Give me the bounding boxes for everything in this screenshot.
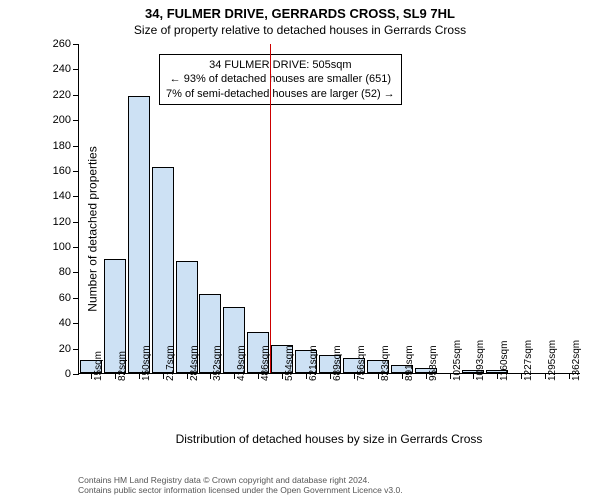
- y-tick: [73, 196, 79, 197]
- y-tick-label: 140: [53, 190, 71, 202]
- title-main: 34, FULMER DRIVE, GERRARDS CROSS, SL9 7H…: [0, 6, 600, 21]
- y-tick-label: 100: [53, 241, 71, 253]
- y-tick: [73, 222, 79, 223]
- y-tick: [73, 44, 79, 45]
- x-tick-label: 1295sqm: [547, 340, 558, 381]
- y-tick-label: 160: [53, 165, 71, 177]
- y-tick: [73, 374, 79, 375]
- x-tick-label: 419sqm: [236, 345, 247, 381]
- y-tick: [73, 146, 79, 147]
- x-tick-label: 217sqm: [165, 345, 176, 381]
- y-tick: [73, 171, 79, 172]
- x-tick-label: 823sqm: [380, 345, 391, 381]
- y-tick-label: 240: [53, 63, 71, 75]
- title-sub: Size of property relative to detached ho…: [0, 23, 600, 37]
- x-tick-label: 15sqm: [93, 351, 104, 381]
- attribution-line2: Contains public sector information licen…: [78, 485, 403, 496]
- attribution-line1: Contains HM Land Registry data © Crown c…: [78, 475, 403, 486]
- x-tick-label: 689sqm: [332, 345, 343, 381]
- y-tick-label: 120: [53, 216, 71, 228]
- chart-container: Number of detached properties 34 FULMER …: [50, 44, 580, 414]
- x-tick-label: 1025sqm: [452, 340, 463, 381]
- x-tick: [569, 373, 570, 379]
- x-tick: [163, 373, 164, 379]
- x-axis-label: Distribution of detached houses by size …: [176, 432, 483, 434]
- x-tick-label: 1160sqm: [499, 341, 510, 381]
- x-tick-label: 1093sqm: [475, 340, 486, 381]
- annotation-box: 34 FULMER DRIVE: 505sqm ← 93% of detache…: [159, 54, 402, 105]
- y-tick: [73, 298, 79, 299]
- x-tick: [378, 373, 379, 379]
- y-tick: [73, 349, 79, 350]
- x-tick: [402, 373, 403, 379]
- x-tick: [306, 373, 307, 379]
- x-tick-label: 1227sqm: [523, 340, 534, 381]
- x-tick: [450, 373, 451, 379]
- x-tick: [426, 373, 427, 379]
- y-tick: [73, 272, 79, 273]
- x-tick: [545, 373, 546, 379]
- plot-area: 34 FULMER DRIVE: 505sqm ← 93% of detache…: [78, 44, 580, 374]
- y-tick: [73, 120, 79, 121]
- x-tick: [139, 373, 140, 379]
- y-tick-label: 260: [53, 38, 71, 50]
- y-tick-label: 200: [53, 114, 71, 126]
- x-tick-label: 284sqm: [189, 345, 200, 381]
- y-tick-label: 0: [65, 368, 71, 380]
- histogram-bar: [152, 167, 174, 373]
- y-tick-label: 80: [59, 266, 71, 278]
- y-tick-label: 60: [59, 292, 71, 304]
- annotation-line3: 7% of semi-detached houses are larger (5…: [166, 87, 395, 101]
- x-tick-label: 554sqm: [284, 345, 295, 381]
- annotation-line2: ← 93% of detached houses are smaller (65…: [166, 72, 395, 86]
- x-tick: [330, 373, 331, 379]
- x-tick-label: 150sqm: [141, 345, 152, 381]
- title-block: 34, FULMER DRIVE, GERRARDS CROSS, SL9 7H…: [0, 0, 600, 37]
- y-tick-label: 20: [59, 343, 71, 355]
- y-tick-label: 40: [59, 317, 71, 329]
- x-tick: [115, 373, 116, 379]
- annotation-line1: 34 FULMER DRIVE: 505sqm: [166, 58, 395, 72]
- marker-line: [270, 44, 271, 373]
- x-tick-label: 756sqm: [356, 345, 367, 381]
- x-tick-label: 958sqm: [428, 345, 439, 381]
- x-tick-label: 1362sqm: [571, 340, 582, 381]
- x-tick-label: 891sqm: [404, 345, 415, 381]
- y-tick: [73, 323, 79, 324]
- y-tick: [73, 247, 79, 248]
- x-tick: [91, 373, 92, 379]
- histogram-bar: [128, 96, 150, 373]
- attribution: Contains HM Land Registry data © Crown c…: [78, 475, 403, 496]
- x-tick-label: 82sqm: [117, 351, 128, 381]
- x-tick-label: 621sqm: [308, 345, 319, 381]
- y-tick: [73, 69, 79, 70]
- x-tick: [354, 373, 355, 379]
- x-tick: [187, 373, 188, 379]
- y-tick-label: 220: [53, 89, 71, 101]
- y-tick: [73, 95, 79, 96]
- x-tick-label: 352sqm: [212, 345, 223, 381]
- y-tick-label: 180: [53, 140, 71, 152]
